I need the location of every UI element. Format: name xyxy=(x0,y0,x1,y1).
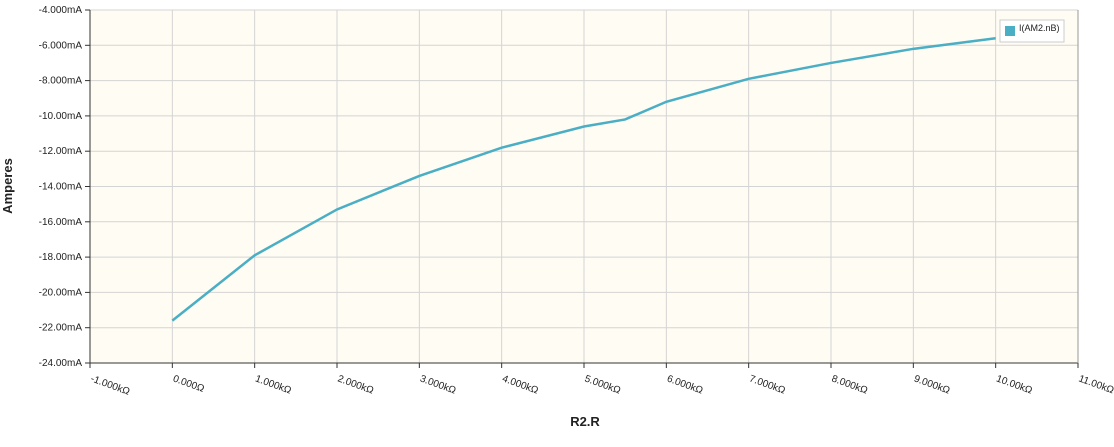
x-tick-label: 6.000kΩ xyxy=(665,373,704,396)
y-tick-label: -22.00mA xyxy=(39,323,83,334)
y-tick-label: -10.00mA xyxy=(39,111,83,122)
y-tick-label: -16.00mA xyxy=(39,217,83,228)
y-tick-label: -12.00mA xyxy=(39,146,83,157)
x-tick-label: 7.000kΩ xyxy=(748,373,787,396)
x-tick-label: 8.000kΩ xyxy=(830,373,869,396)
x-axis-title: R2.R xyxy=(570,414,600,429)
y-tick-label: -6.000mA xyxy=(39,40,83,51)
x-tick-label: 2.000kΩ xyxy=(336,373,375,396)
y-tick-label: -14.00mA xyxy=(39,182,83,193)
x-tick-label: 11.00kΩ xyxy=(1077,373,1114,396)
x-tick-label: 9.000kΩ xyxy=(912,373,951,396)
y-tick-label: -4.000mA xyxy=(39,5,83,16)
x-tick-label: 0.000Ω xyxy=(171,373,206,395)
y-tick-label: -24.00mA xyxy=(39,358,83,369)
x-tick-label: 10.00kΩ xyxy=(995,373,1034,396)
y-tick-label: -20.00mA xyxy=(39,287,83,298)
x-tick-label: 5.000kΩ xyxy=(583,373,622,396)
y-tick-label: -8.000mA xyxy=(39,76,83,87)
x-tick-label: -1.000kΩ xyxy=(89,373,132,397)
x-tick-label: 4.000kΩ xyxy=(501,373,540,396)
y-axis-title: Amperes xyxy=(0,158,15,214)
legend-box xyxy=(999,19,1065,43)
x-tick-label: 3.000kΩ xyxy=(418,373,457,396)
x-tick-label: 1.000kΩ xyxy=(254,373,293,396)
legend-label: I(AM2.nB) xyxy=(1019,23,1060,33)
y-tick-label: -18.00mA xyxy=(39,252,83,263)
legend-swatch xyxy=(1005,26,1015,36)
series-line xyxy=(171,37,996,322)
